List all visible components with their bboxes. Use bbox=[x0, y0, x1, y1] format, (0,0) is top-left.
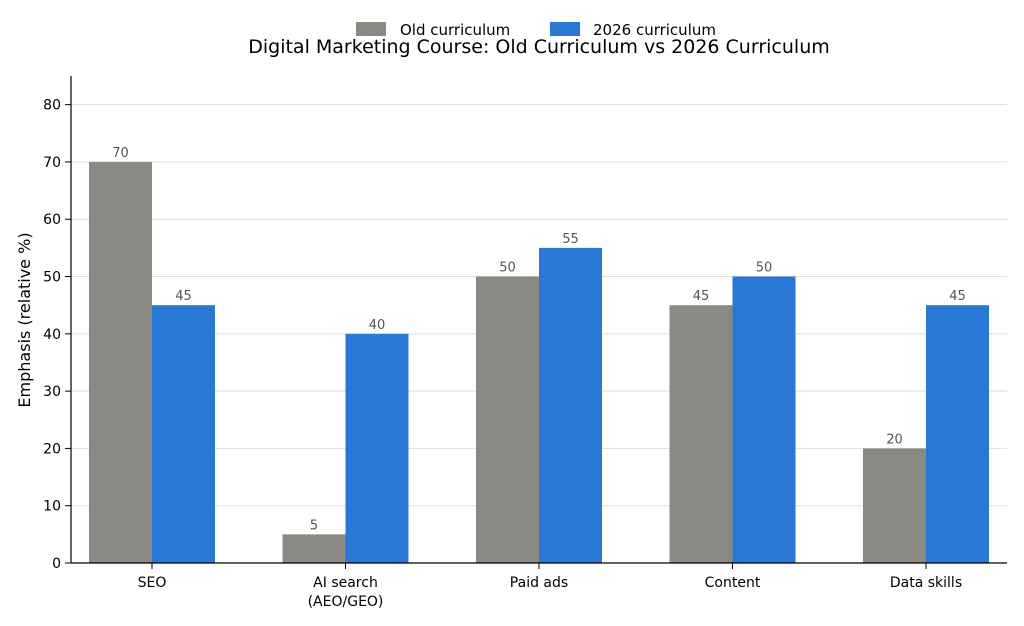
y-tick-label: 0 bbox=[52, 556, 61, 572]
y-axis-label: Emphasis (relative %) bbox=[15, 232, 34, 407]
bar-new-2 bbox=[539, 247, 602, 563]
bar-new-0 bbox=[152, 305, 215, 563]
bar-new-3 bbox=[732, 276, 796, 563]
bars bbox=[89, 161, 989, 564]
x-tick-label: Data skills bbox=[890, 575, 962, 591]
bar-value-label: 40 bbox=[369, 318, 386, 333]
y-tick-label: 60 bbox=[43, 212, 61, 228]
legend-label-2026-curriculum: 2026 curriculum bbox=[593, 21, 716, 39]
bar-value-label: 70 bbox=[112, 146, 129, 161]
bar-new-4 bbox=[926, 305, 989, 563]
y-tick-label: 10 bbox=[43, 499, 61, 515]
bar-old-4 bbox=[863, 448, 926, 563]
bar-value-label: 45 bbox=[949, 289, 966, 304]
x-tick-label: AI search bbox=[313, 575, 378, 591]
bar-value-label: 55 bbox=[562, 232, 579, 247]
legend-swatch-2026-curriculum bbox=[550, 22, 580, 36]
value-labels: 70 45 5 40 50 55 45 50 20 45 bbox=[112, 146, 966, 533]
x-tick-label: Content bbox=[705, 575, 761, 591]
legend-label-old-curriculum: Old curriculum bbox=[400, 21, 510, 39]
bar-value-label: 50 bbox=[499, 261, 516, 276]
y-tick-labels: 0 10 20 30 40 50 60 70 80 bbox=[43, 98, 71, 572]
y-tick-label: 40 bbox=[43, 327, 61, 343]
x-tick-label: (AEO/GEO) bbox=[308, 594, 384, 610]
bar-value-label: 20 bbox=[886, 432, 903, 447]
y-tick-label: 20 bbox=[43, 441, 61, 457]
bar-old-0 bbox=[89, 161, 152, 564]
bar-value-label: 45 bbox=[693, 289, 710, 304]
bar-value-label: 45 bbox=[175, 289, 192, 304]
x-tick-label: SEO bbox=[138, 575, 167, 591]
bar-new-1 bbox=[345, 333, 409, 563]
x-tick-labels: SEO AI search (AEO/GEO) Paid ads Content Data… bbox=[138, 563, 962, 610]
y-tick-label: 50 bbox=[43, 270, 61, 286]
legend: Old curriculum 2026 curriculum bbox=[356, 21, 716, 39]
legend-swatch-old-curriculum bbox=[356, 22, 386, 36]
bar-old-2 bbox=[476, 276, 539, 563]
y-tick-label: 80 bbox=[43, 98, 61, 114]
y-tick-label: 30 bbox=[43, 384, 61, 400]
bar-value-label: 5 bbox=[310, 518, 318, 533]
bar-value-label: 50 bbox=[756, 261, 773, 276]
bar-old-1 bbox=[282, 534, 346, 563]
y-tick-label: 70 bbox=[43, 155, 61, 171]
bar-old-3 bbox=[669, 305, 733, 563]
x-tick-label: Paid ads bbox=[510, 575, 568, 591]
chart-title: Digital Marketing Course: Old Curriculum… bbox=[248, 36, 830, 58]
